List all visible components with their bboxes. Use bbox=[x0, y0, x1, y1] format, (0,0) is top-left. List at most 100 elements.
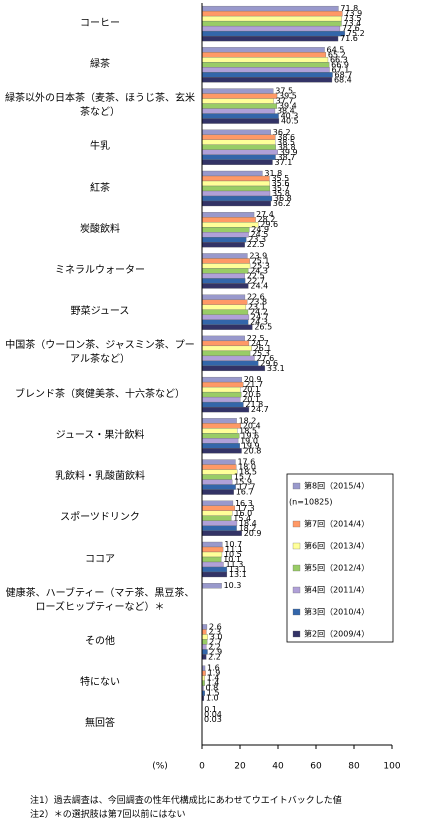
value-label: 21.7 bbox=[245, 380, 263, 389]
bar bbox=[201, 144, 276, 150]
legend-label: 第8回（2015/4） bbox=[304, 481, 369, 491]
bar bbox=[201, 273, 245, 279]
value-label: 24.2 bbox=[250, 308, 268, 317]
value-label: 24.9 bbox=[251, 225, 269, 234]
bar bbox=[201, 391, 242, 398]
value-label: 20.8 bbox=[244, 446, 262, 455]
bar bbox=[201, 406, 250, 413]
value-label: 10.1 bbox=[223, 555, 241, 564]
bar bbox=[201, 561, 224, 568]
category-label: 乳飲料・乳酸菌飲料 bbox=[55, 471, 145, 483]
bar bbox=[201, 484, 236, 490]
bar bbox=[201, 129, 271, 135]
category-label: 牛乳 bbox=[90, 141, 110, 153]
legend-box bbox=[286, 473, 394, 643]
category-label: ブレンド茶（爽健美茶、十六茶など） bbox=[15, 388, 185, 400]
bar bbox=[201, 474, 232, 480]
value-label: 0.04 bbox=[204, 710, 222, 719]
value-label: 66.3 bbox=[330, 55, 348, 64]
bar bbox=[201, 118, 280, 124]
bar bbox=[201, 459, 236, 465]
bar bbox=[201, 551, 223, 558]
value-label: 24.3 bbox=[250, 266, 268, 275]
value-label: 35.5 bbox=[271, 174, 289, 183]
value-label: 19.9 bbox=[242, 441, 260, 450]
value-label: 17.3 bbox=[237, 504, 255, 513]
value-label: 35.7 bbox=[272, 184, 290, 193]
category-label: スポーツドリンク bbox=[60, 512, 140, 524]
bar bbox=[201, 154, 276, 160]
value-label: 20.6 bbox=[243, 390, 261, 399]
legend-swatch bbox=[292, 630, 301, 638]
category-label: 特にない bbox=[80, 677, 120, 689]
value-label: 31.8 bbox=[264, 169, 282, 178]
value-label: 24.4 bbox=[250, 281, 268, 290]
bar bbox=[201, 510, 233, 516]
x-tick-label: 40 bbox=[272, 762, 284, 772]
category-label: ジュース・果汁飲料 bbox=[55, 429, 145, 441]
value-label: 16.7 bbox=[236, 488, 254, 497]
value-label: 39.5 bbox=[279, 92, 297, 101]
category-label: 野菜ジュース bbox=[70, 306, 130, 318]
x-tick-label: 0 bbox=[199, 762, 205, 772]
value-label: 1.6 bbox=[207, 664, 220, 673]
bar bbox=[201, 88, 274, 94]
value-label: 13.1 bbox=[229, 570, 247, 579]
value-label: 0.03 bbox=[204, 715, 222, 724]
value-label: 17.6 bbox=[237, 458, 255, 467]
bar bbox=[201, 232, 249, 238]
legend-label: 第7回（2014/4） bbox=[304, 519, 369, 529]
value-label: 1.9 bbox=[208, 669, 221, 678]
category-label: ココア bbox=[85, 553, 115, 565]
value-label: 15.9 bbox=[234, 478, 252, 487]
value-label: 37.1 bbox=[274, 158, 292, 167]
category-label: ミネラルウォーター bbox=[55, 264, 145, 276]
bar bbox=[201, 299, 248, 305]
bar bbox=[201, 278, 246, 284]
bar bbox=[201, 195, 273, 202]
bar bbox=[201, 520, 238, 526]
bar bbox=[201, 57, 329, 63]
bar bbox=[201, 335, 245, 342]
legend-swatch bbox=[292, 586, 301, 594]
value-label: 73.9 bbox=[344, 9, 362, 18]
bar bbox=[201, 345, 252, 352]
bar bbox=[201, 396, 241, 403]
bar bbox=[201, 242, 245, 248]
value-label: 22.7 bbox=[247, 276, 265, 285]
value-label: 25.3 bbox=[252, 261, 270, 270]
category-label: 炭酸飲料 bbox=[80, 223, 120, 235]
value-label: 64.5 bbox=[327, 45, 345, 54]
bar bbox=[201, 479, 233, 485]
category-label: コーヒー bbox=[80, 17, 120, 29]
bar bbox=[201, 500, 234, 506]
x-tick-label: 100 bbox=[383, 762, 400, 772]
value-label: 1.4 bbox=[207, 679, 220, 688]
bar bbox=[201, 670, 206, 676]
value-label: 24.3 bbox=[250, 318, 268, 327]
bar bbox=[201, 103, 278, 109]
value-label: 0.8 bbox=[206, 684, 219, 693]
bar bbox=[201, 113, 279, 119]
bar bbox=[201, 360, 259, 367]
bar bbox=[201, 541, 223, 548]
value-label: 36.8 bbox=[274, 194, 292, 203]
bar bbox=[201, 443, 240, 449]
bar bbox=[201, 47, 325, 53]
value-label: 33.1 bbox=[267, 364, 285, 373]
bar bbox=[201, 15, 342, 22]
value-label: 2.6 bbox=[209, 622, 222, 631]
bar bbox=[201, 365, 266, 372]
value-label: 18.4 bbox=[239, 519, 257, 528]
value-label: 1.4 bbox=[207, 674, 220, 683]
value-label: 1.5 bbox=[207, 689, 220, 698]
bar bbox=[201, 624, 208, 630]
bar bbox=[201, 139, 276, 145]
value-label: 23.3 bbox=[248, 235, 266, 244]
value-label: 10.5 bbox=[224, 550, 242, 559]
bar bbox=[201, 418, 237, 424]
bar bbox=[201, 464, 237, 470]
value-label: 24.7 bbox=[251, 339, 269, 348]
value-label: 38.7 bbox=[278, 153, 296, 162]
value-label: 18.0 bbox=[238, 463, 256, 472]
